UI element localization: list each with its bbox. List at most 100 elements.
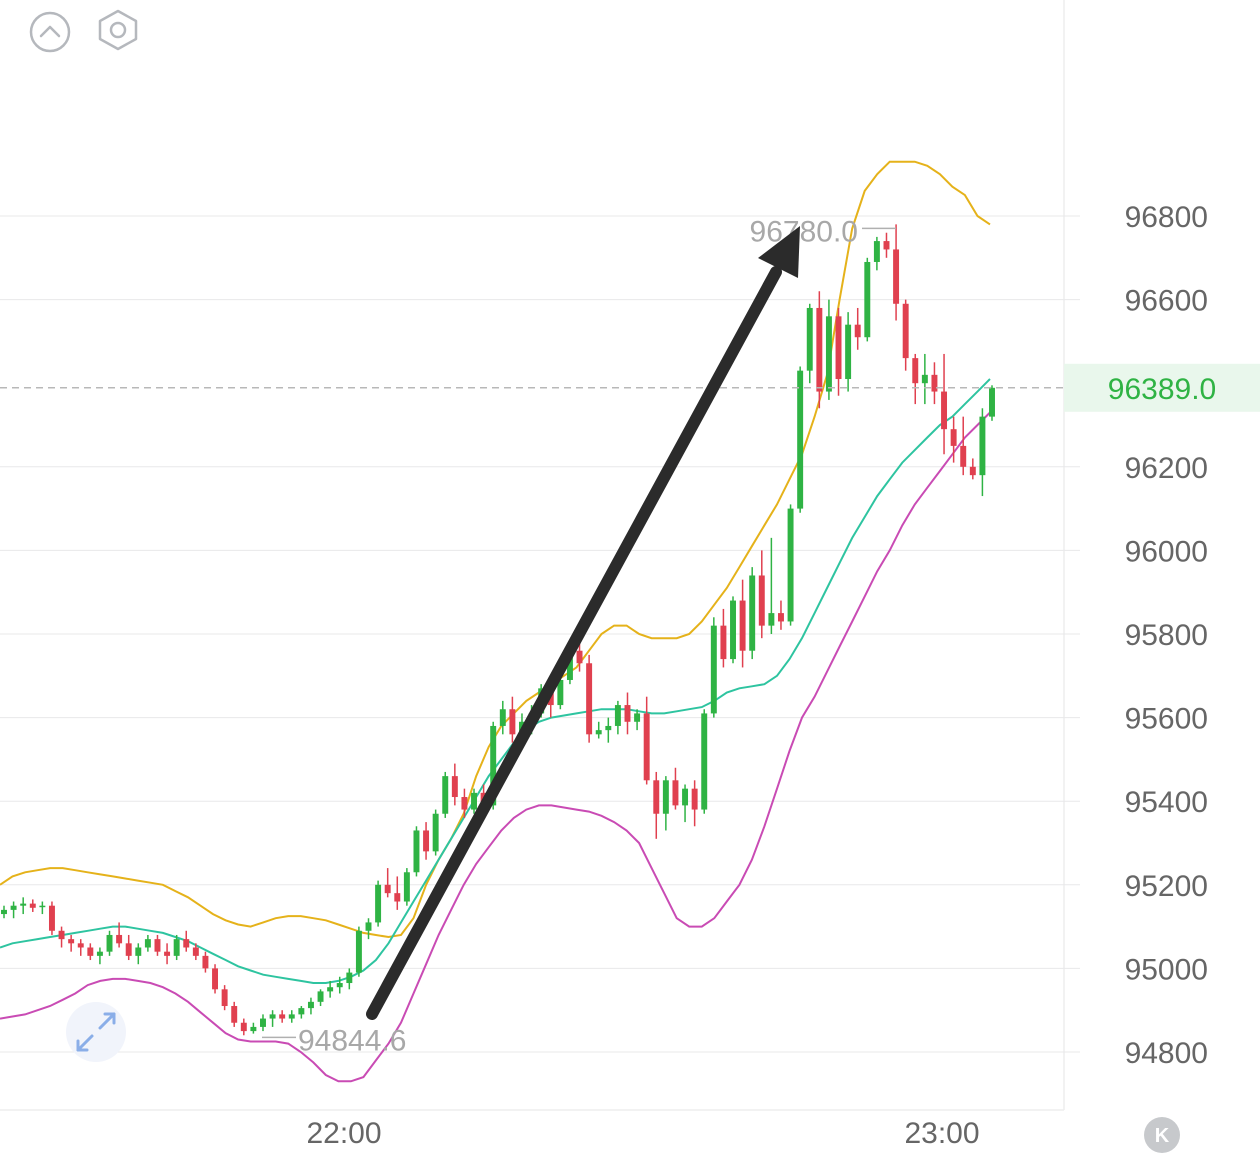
candle-body-up [365,922,372,931]
candle-body-down [221,989,228,1007]
candle-body-up [557,679,564,706]
expand-arrows-icon[interactable] [64,1000,128,1064]
candle-body-down [125,943,132,956]
candle-body-down [643,713,650,781]
candle-body-down [87,947,94,956]
candle-body-down [509,709,516,735]
lower-band-line [0,411,991,1083]
candle-body-down [384,884,391,894]
candle-body-up [144,939,151,948]
candle-body-up [825,316,832,392]
candle-body-up [298,1008,305,1015]
candle-body-down [691,788,698,810]
high-price-annotation: 96780.0 [750,215,858,248]
candle-body-up [490,725,497,806]
candle-body-down [653,780,660,814]
candle-body-down [68,939,75,944]
candle-body-up [403,872,410,902]
candle-body-down [720,625,727,660]
candle-body-down [423,830,430,852]
candle-body-up [989,387,995,417]
candle-body-down [29,903,36,908]
candle-body-down [451,776,458,798]
price-tick-label: 96800 [1125,201,1208,234]
candle-body-down [58,930,65,940]
price-tick-label: 96600 [1125,285,1208,318]
candle-body-up [873,241,880,262]
candle-body-down [586,663,593,735]
candle-body-down [231,1006,238,1023]
candle-body-up [135,947,142,956]
candle-body-down [854,324,861,338]
candle-body-down [816,307,823,392]
candle-body-down [77,943,84,948]
candle-body-down [969,466,976,476]
price-tick-label: 95200 [1125,870,1208,903]
candle-body-up [432,813,439,852]
current-price-line: 96389.0 [0,363,1260,412]
candle-body-down [739,600,746,651]
candle-body-up [327,987,334,992]
candle-body-down [461,797,468,810]
candle-body-down [202,955,209,969]
candle-body-down [835,316,842,380]
candle-body-up [39,905,46,908]
hexagon-settings-icon[interactable] [96,8,140,52]
price-tick-label: 96000 [1125,535,1208,568]
candle-body-up [787,508,794,622]
trend-arrow-head [758,226,800,278]
candle-body-up [749,575,756,651]
candle-body-up [250,1026,257,1032]
candle-body-up [442,776,449,814]
candle-body-up [20,903,27,906]
candle-body-down [883,241,890,250]
candle-body-up [921,374,928,384]
chevron-up-circle-icon[interactable] [28,10,72,54]
candle-body-up [768,613,775,626]
candle-body-down [893,249,900,304]
time-tick-label: 22:00 [306,1117,381,1150]
candle-body-down [624,705,631,722]
candle-body-down [960,445,967,467]
candle-body-up [864,261,871,338]
candle-body-up [173,939,180,956]
time-tick-label: 23:00 [904,1117,979,1150]
candle-body-up [797,370,804,509]
price-gridlines [0,215,1080,1053]
candle-body-up [566,650,573,680]
candle-body-down [931,374,938,392]
candle-body-down [902,303,909,359]
candle-body-up [979,416,986,476]
price-tick-label: 96200 [1125,452,1208,485]
annotations: 96780.0 94844.6 [262,215,896,1057]
candle-body-up [260,1018,266,1027]
candle-body-down [758,575,765,626]
candle-body-up [288,1014,295,1019]
candle-body-up [413,830,420,873]
candle-body-up [682,788,689,806]
candle-body-up [96,951,103,956]
candle-body-up [336,983,343,988]
candle-body-down [941,391,948,430]
k-badge-icon[interactable]: K [1142,1115,1182,1155]
candle-body-up [499,709,506,726]
candle-body-up [269,1014,276,1019]
candle-body-down [192,947,199,956]
price-tick-label: 95400 [1125,786,1208,819]
candle-body-up [806,307,813,371]
candle-body-down [394,893,401,902]
candle-body-up [355,930,362,973]
candle-body-up [605,725,612,731]
candle-body-up [614,705,621,726]
candle-body-down [576,650,583,664]
candle-body-down [154,939,161,952]
candle-body-down [212,968,219,990]
candle-body-up [106,934,113,952]
candle-body-up [1,909,7,915]
candle-body-up [662,780,669,814]
candle-body-down [183,939,190,948]
candle-body-down [672,780,679,806]
candle-body-up [471,792,477,810]
